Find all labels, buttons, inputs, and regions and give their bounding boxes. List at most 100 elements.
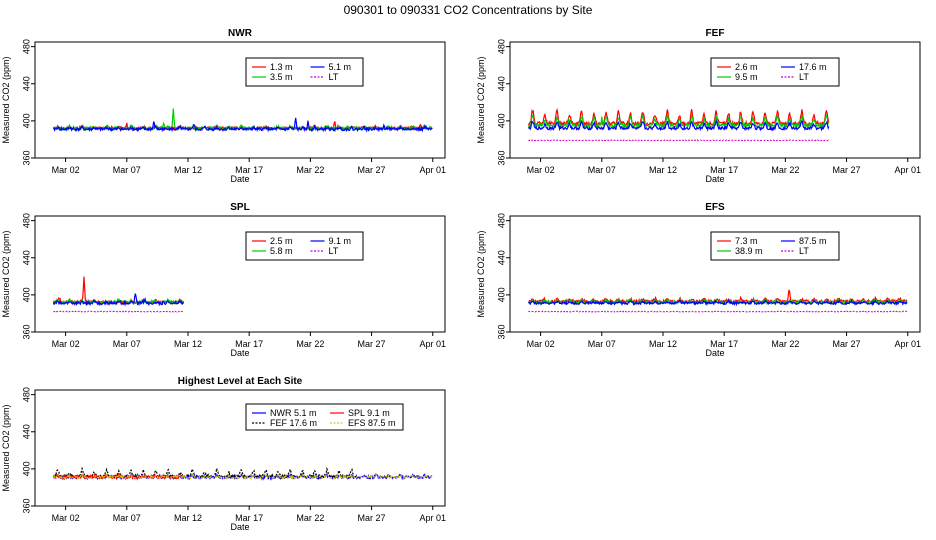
legend-label: 1.3 m bbox=[270, 62, 293, 72]
x-tick-label: Mar 12 bbox=[174, 513, 202, 523]
y-tick-label: 480 bbox=[496, 213, 506, 228]
x-tick-label: Mar 22 bbox=[296, 339, 324, 349]
legend-label: LT bbox=[799, 246, 809, 256]
x-axis-label: Date bbox=[230, 522, 249, 532]
series-group bbox=[52, 466, 433, 481]
x-tick-label: Mar 07 bbox=[113, 165, 141, 175]
y-tick-label: 360 bbox=[496, 150, 506, 165]
x-tick-label: Mar 17 bbox=[235, 339, 263, 349]
chart-4: Highest Level at Each Site 360 400 440 480 Me… bbox=[1, 376, 446, 532]
legend-label: EFS 87.5 m bbox=[348, 418, 396, 428]
legend-box bbox=[245, 403, 404, 431]
chart-title: Highest Level at Each Site bbox=[178, 376, 303, 387]
chart-title: NWR bbox=[228, 28, 253, 39]
legend-label: LT bbox=[329, 246, 339, 256]
legend: 2.6 m9.5 m 17.6 mLT bbox=[710, 57, 840, 87]
x-tick-label: Mar 22 bbox=[771, 339, 799, 349]
x-tick-label: Mar 07 bbox=[113, 339, 141, 349]
legend-label: 17.6 m bbox=[799, 62, 827, 72]
x-tick-label: Mar 02 bbox=[52, 513, 80, 523]
legend: 7.3 m38.9 m 87.5 mLT bbox=[710, 231, 840, 261]
x-tick-label: Mar 02 bbox=[527, 165, 555, 175]
legend-label: 2.5 m bbox=[270, 236, 293, 246]
legend-label: SPL 9.1 m bbox=[348, 408, 390, 418]
charts-layer: NWR 360 400 440 480 Measured CO2 (ppm) Mar 02 M… bbox=[1, 28, 921, 532]
x-tick-label: Mar 12 bbox=[649, 339, 677, 349]
y-axis-label: Measured CO2 (ppm) bbox=[1, 230, 11, 317]
series-line-1 bbox=[52, 297, 185, 306]
series-line-1 bbox=[527, 113, 829, 130]
y-tick-label: 440 bbox=[496, 76, 506, 91]
x-tick-label: Mar 17 bbox=[710, 339, 738, 349]
series-line-3 bbox=[528, 310, 908, 313]
legend-label: 7.3 m bbox=[735, 236, 758, 246]
series-line-2 bbox=[53, 117, 433, 133]
legend-label: LT bbox=[799, 72, 809, 82]
plot-frame bbox=[34, 389, 446, 507]
legend-label: 2.6 m bbox=[735, 62, 758, 72]
y-tick-label: 360 bbox=[21, 324, 31, 339]
y-tick-label: 440 bbox=[21, 424, 31, 439]
x-tick-label: Mar 12 bbox=[649, 165, 677, 175]
series-line-1 bbox=[53, 466, 355, 480]
y-tick-label: 440 bbox=[21, 76, 31, 91]
y-tick-label: 400 bbox=[496, 287, 506, 302]
x-axis-label: Date bbox=[230, 174, 249, 184]
legend-label: LT bbox=[329, 72, 339, 82]
x-axis-label: Date bbox=[230, 348, 249, 358]
legend-box bbox=[245, 57, 364, 87]
legend-label: 87.5 m bbox=[799, 236, 827, 246]
x-tick-label: Mar 17 bbox=[710, 165, 738, 175]
legend: 2.5 m5.8 m 9.1 mLT bbox=[245, 231, 364, 261]
chart-2: SPL 360 400 440 480 Measured CO2 (ppm) Mar 02 M… bbox=[1, 202, 446, 358]
y-tick-label: 400 bbox=[496, 113, 506, 128]
series-group bbox=[527, 108, 830, 142]
series-line-2 bbox=[52, 293, 184, 307]
y-tick-label: 480 bbox=[21, 39, 31, 54]
x-tick-label: Mar 07 bbox=[588, 165, 616, 175]
x-tick-label: Mar 27 bbox=[358, 165, 386, 175]
x-axis-label: Date bbox=[705, 174, 724, 184]
chart-title: EFS bbox=[705, 202, 725, 213]
y-tick-label: 440 bbox=[496, 250, 506, 265]
y-tick-label: 360 bbox=[21, 150, 31, 165]
y-tick-label: 440 bbox=[21, 250, 31, 265]
legend-label: 9.1 m bbox=[329, 236, 352, 246]
series-line-1 bbox=[52, 108, 433, 132]
x-tick-label: Mar 22 bbox=[296, 513, 324, 523]
legend-label: 3.5 m bbox=[270, 72, 293, 82]
x-tick-label: Mar 22 bbox=[771, 165, 799, 175]
x-tick-label: Mar 02 bbox=[52, 165, 80, 175]
series-group bbox=[52, 276, 185, 313]
y-axis-label: Measured CO2 (ppm) bbox=[1, 404, 11, 491]
series-line-3 bbox=[53, 310, 185, 313]
series-group bbox=[52, 108, 433, 133]
x-axis-label: Date bbox=[705, 348, 724, 358]
chart-3: EFS 360 400 440 480 Measured CO2 (ppm) Mar 02 M… bbox=[476, 202, 921, 358]
chart-1: FEF 360 400 440 480 Measured CO2 (ppm) Mar 02 M… bbox=[476, 28, 921, 184]
plot-frame bbox=[509, 215, 921, 333]
x-tick-label: Mar 07 bbox=[588, 339, 616, 349]
y-tick-label: 360 bbox=[496, 324, 506, 339]
plot-frame bbox=[34, 215, 446, 333]
x-tick-label: Mar 27 bbox=[833, 339, 861, 349]
legend-label: FEF 17.6 m bbox=[270, 418, 317, 428]
legend-box bbox=[710, 57, 840, 87]
x-tick-label: Mar 12 bbox=[174, 165, 202, 175]
legend-label: 5.8 m bbox=[270, 246, 293, 256]
x-tick-label: Apr 01 bbox=[894, 165, 921, 175]
y-tick-label: 400 bbox=[21, 461, 31, 476]
x-tick-label: Mar 17 bbox=[235, 165, 263, 175]
y-axis-label: Measured CO2 (ppm) bbox=[1, 56, 11, 143]
legend-label: 5.1 m bbox=[329, 62, 352, 72]
x-tick-label: Mar 02 bbox=[527, 339, 555, 349]
y-tick-label: 400 bbox=[21, 113, 31, 128]
y-tick-label: 480 bbox=[496, 39, 506, 54]
chart-title: FEF bbox=[706, 28, 725, 39]
x-tick-label: Mar 17 bbox=[235, 513, 263, 523]
x-tick-label: Mar 12 bbox=[174, 339, 202, 349]
page-title: 090301 to 090331 CO2 Concentrations by S… bbox=[344, 3, 593, 17]
legend-label: 9.5 m bbox=[735, 72, 758, 82]
